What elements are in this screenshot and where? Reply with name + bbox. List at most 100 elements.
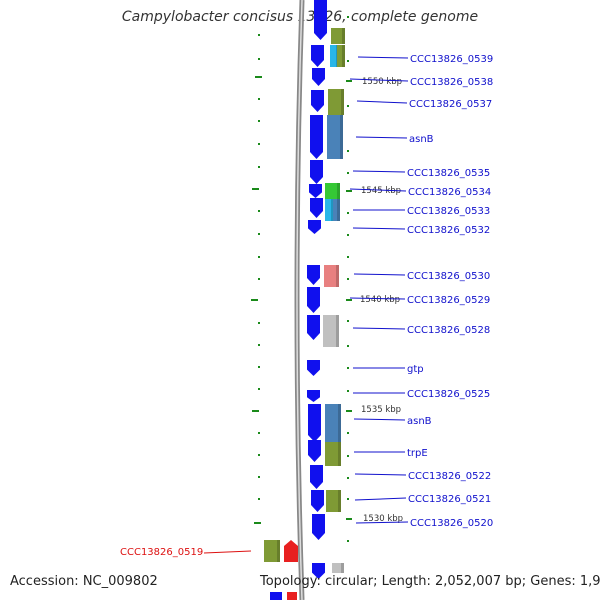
minor-tick [347, 60, 349, 62]
kbp-tick-label: 1545 kbp [361, 186, 401, 196]
major-tick [346, 299, 352, 301]
cog-block [325, 199, 334, 221]
cog-block [326, 490, 341, 512]
gene-label: CCC13826_0521 [408, 494, 491, 505]
gene-label: trpE [407, 448, 428, 459]
gene-leader-line [357, 56, 409, 59]
cog-block [325, 404, 341, 442]
minor-tick [258, 166, 260, 168]
minor-tick [258, 34, 260, 36]
backbone-inner [296, 0, 303, 600]
gene-leader-line [353, 418, 406, 421]
kbp-tick-label: 1540 kbp [360, 295, 400, 305]
cog-block [327, 115, 343, 159]
major-tick [254, 522, 261, 524]
minor-tick [258, 454, 260, 456]
cog-block [333, 199, 340, 221]
gene-label: asnB [407, 416, 432, 427]
cog-block-shade [338, 490, 341, 512]
gene-leader-line [353, 273, 406, 276]
gene-label-highlight: CCC13826_0519 [120, 547, 203, 558]
gene-label: asnB [409, 134, 434, 145]
gene-label: CCC13826_0528 [407, 325, 490, 336]
minor-tick [258, 233, 260, 235]
gene-leader-line [349, 78, 409, 82]
minor-tick [347, 455, 349, 457]
strand-arrow [270, 592, 282, 600]
minor-tick [347, 234, 349, 236]
minor-tick [347, 256, 349, 258]
minor-tick [258, 498, 260, 500]
cog-block-shade [341, 563, 344, 573]
gene-leader-line [349, 188, 407, 192]
gene-leader-line [356, 100, 408, 104]
minor-tick [258, 322, 260, 324]
cog-block-shade [337, 199, 340, 221]
minor-tick [347, 150, 349, 152]
minor-tick [258, 278, 260, 280]
minor-tick [258, 366, 260, 368]
strand-arrow [307, 390, 320, 402]
strand-arrow [310, 160, 323, 184]
gene-label: CCC13826_0532 [407, 225, 490, 236]
strand-arrow [311, 90, 324, 112]
minor-tick [347, 540, 349, 542]
gene-label: CCC13826_0530 [407, 271, 490, 282]
gene-leader-line [349, 297, 406, 300]
strand-arrow [311, 490, 324, 512]
strand-arrow [310, 465, 323, 489]
minor-tick [347, 367, 349, 369]
strand-arrow [308, 440, 321, 462]
kbp-tick-label: 1535 kbp [361, 405, 401, 415]
cog-block [337, 45, 345, 67]
gene-label: gtp [407, 364, 424, 375]
strand-arrow [310, 115, 323, 159]
strand-arrow [312, 68, 325, 86]
cog-block-shade [336, 265, 339, 287]
cog-block-shade [342, 28, 345, 44]
strand-arrow [307, 315, 320, 340]
cog-block-shade [342, 45, 345, 67]
cog-block [323, 315, 339, 347]
major-tick [252, 188, 259, 190]
major-tick [252, 410, 259, 412]
cog-block-shade [331, 199, 334, 221]
gene-label: CCC13826_0533 [407, 206, 490, 217]
major-tick [346, 410, 352, 412]
minor-tick [258, 476, 260, 478]
strand-arrow [307, 265, 320, 285]
gene-label: CCC13826_0525 [407, 389, 490, 400]
minor-tick [347, 105, 349, 107]
minor-tick [347, 212, 349, 214]
cog-block-shade [340, 115, 343, 159]
strand-arrow [307, 360, 320, 376]
strand-arrow [312, 514, 325, 540]
minor-tick [347, 278, 349, 280]
strand-arrow [310, 198, 323, 218]
gene-leader-line [352, 327, 406, 330]
gene-leader-line [355, 521, 409, 524]
strand-arrow [314, 0, 327, 40]
minor-tick [258, 58, 260, 60]
cog-block [325, 442, 341, 466]
strand-arrow [309, 184, 322, 198]
strand-arrow [308, 220, 321, 234]
highlight-gene-arrow [284, 540, 298, 562]
cog-block [328, 89, 344, 115]
minor-tick [347, 432, 349, 434]
gene-leader-line [354, 473, 407, 476]
kbp-tick-label: 1550 kbp [362, 77, 402, 87]
strand-arrow [311, 45, 324, 67]
cog-block [331, 28, 345, 44]
cog-block-shade [338, 442, 341, 466]
minor-tick [258, 388, 260, 390]
gene-leader-line [354, 497, 407, 501]
major-tick [255, 76, 262, 78]
minor-tick [347, 498, 349, 500]
cog-block-shade [337, 183, 340, 199]
cog-block-shade [277, 540, 280, 562]
gene-label: CCC13826_0537 [409, 99, 492, 110]
gene-label: CCC13826_0535 [407, 168, 490, 179]
topology-text: Topology: circular; Length: 2,052,007 bp… [260, 574, 600, 589]
minor-tick [347, 477, 349, 479]
